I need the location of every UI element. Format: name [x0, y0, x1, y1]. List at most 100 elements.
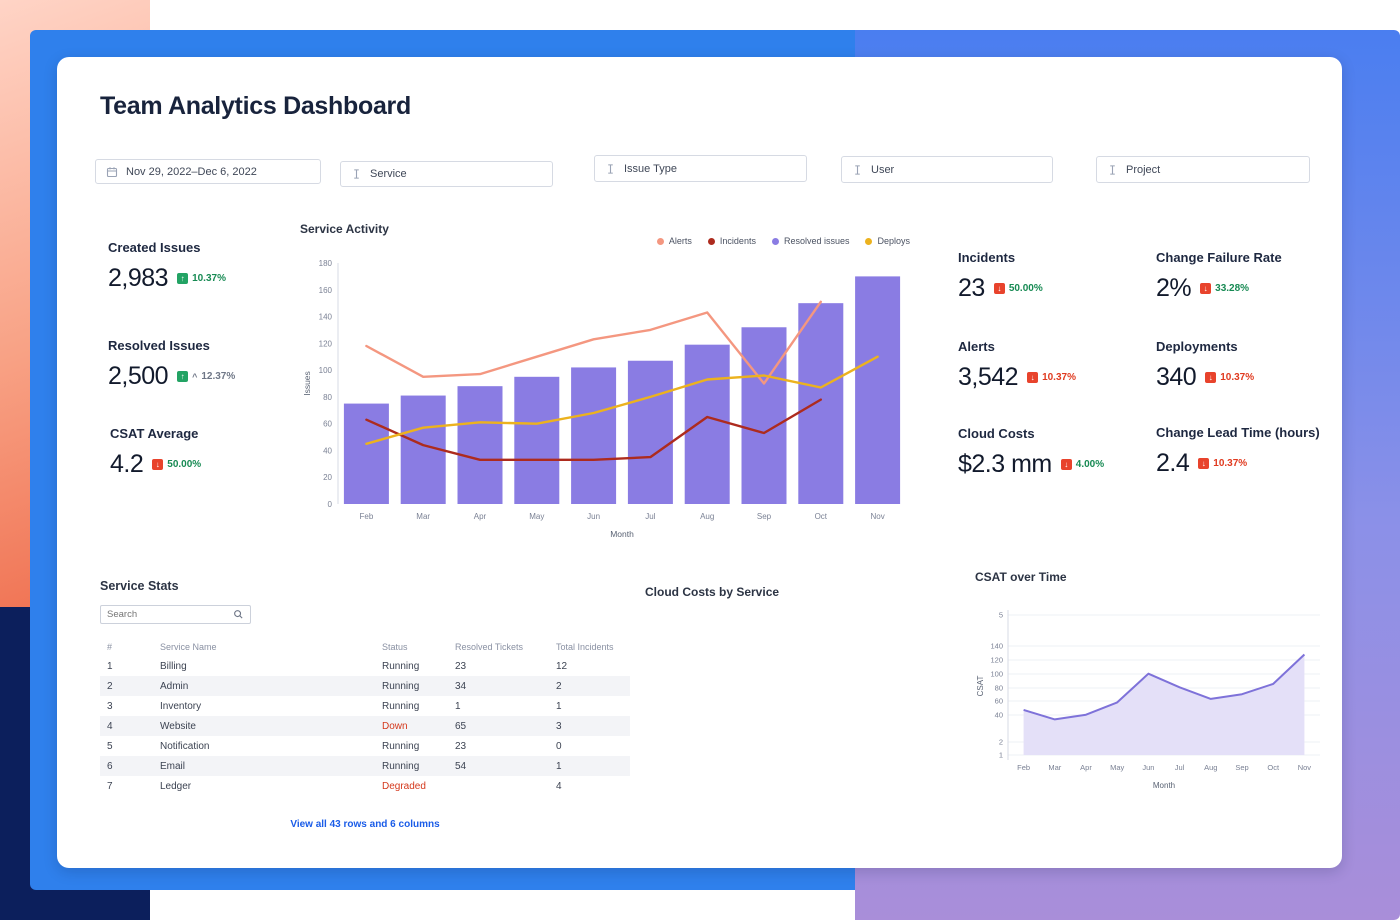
table-cell: 65	[455, 720, 467, 732]
x-tick-label: Sep	[1235, 763, 1248, 772]
kpi-deployments: Deployments 340 ↓ 10.37%	[1156, 339, 1254, 392]
y-tick-label: 120	[319, 339, 333, 348]
y-axis-label: CSAT	[976, 676, 985, 697]
x-tick-label: Jul	[1175, 763, 1185, 772]
kpi-value: 3,542	[958, 363, 1019, 391]
search-icon	[234, 610, 243, 619]
search-input[interactable]	[101, 609, 233, 620]
table-cell: 12	[556, 660, 568, 672]
table-search[interactable]	[100, 605, 251, 624]
filter-icon	[608, 163, 613, 174]
kpi-label: Deployments	[1156, 339, 1238, 354]
y-tick-label: 180	[319, 259, 333, 268]
kpi-value: 23	[958, 274, 985, 302]
kpi-label: Incidents	[958, 250, 1016, 265]
project-filter[interactable]: Project	[1096, 156, 1310, 183]
table-cell: 2	[556, 680, 562, 692]
issue-type-filter-label: Issue Type	[624, 162, 677, 175]
legend-item[interactable]: Deploys	[865, 236, 910, 246]
legend-item[interactable]: Incidents	[707, 236, 756, 246]
user-filter[interactable]: User	[841, 156, 1053, 183]
line-alerts	[365, 300, 822, 385]
table-row[interactable]: 2 Admin Running 34 2	[100, 676, 630, 696]
kpi-delta: 4.00%	[1075, 459, 1105, 470]
table-cell: 1	[556, 760, 562, 772]
x-tick-label: Aug	[1204, 763, 1217, 772]
table-cell: Billing	[160, 660, 187, 672]
kpi-label: Alerts	[958, 339, 995, 354]
table-cell: 23	[455, 660, 467, 672]
column-header: Status	[382, 642, 408, 652]
table-row[interactable]: 7 Ledger Degraded 4	[100, 776, 630, 796]
calendar-icon	[106, 166, 118, 177]
y-tick-label: 60	[323, 420, 332, 429]
legend-label: Deploys	[877, 236, 910, 246]
table-row[interactable]: 1 Billing Running 23 12	[100, 656, 630, 676]
y-tick-label: 100	[319, 366, 333, 375]
line-deploys	[365, 355, 879, 446]
table-cell: 0	[556, 740, 562, 752]
trend-badge: ↓ 10.37%	[1027, 372, 1076, 383]
kpi-delta: 10.37%	[1213, 458, 1248, 469]
view-all-link[interactable]: View all 43 rows and 6 columns	[290, 819, 440, 830]
service-filter[interactable]: Service	[340, 161, 553, 187]
legend-label: Alerts	[668, 236, 692, 246]
trend-down-icon: ↓	[1205, 372, 1217, 383]
kpi-change-failure-rate: Change Failure Rate 2% ↓ 33.28%	[1156, 250, 1282, 303]
table-row[interactable]: 3 Inventory Running 1 1	[100, 696, 630, 716]
kpi-resolved-issues: Resolved Issues 2,500 ↑ ^ 12.37%	[108, 338, 235, 391]
trend-down-icon: ↓	[1200, 283, 1212, 294]
table-cell: 7	[107, 780, 113, 792]
legend-dot-icon	[707, 237, 715, 245]
table-cell: Inventory	[160, 700, 202, 712]
kpi-value: 2,500	[108, 362, 169, 390]
kpi-change-lead-time: Change Lead Time (hours) 2.4 ↓ 10.37%	[1156, 425, 1320, 478]
x-tick-label: Oct	[1267, 763, 1280, 772]
table-cell: Running	[382, 740, 420, 752]
x-tick-label: Mar	[1048, 763, 1061, 772]
kpi-delta: 10.37%	[1042, 372, 1076, 383]
kpi-label: Created Issues	[108, 240, 201, 255]
legend-label: Resolved issues	[783, 236, 850, 246]
trend-badge: ↑ ^ 12.37%	[177, 371, 235, 382]
trend-badge: ↓ 10.37%	[1198, 458, 1247, 469]
trend-badge: ↓ 50.00%	[152, 459, 201, 470]
bar-resolved-issues	[741, 327, 787, 504]
table-cell: 2	[107, 680, 113, 692]
x-axis-label: Month	[1153, 781, 1175, 790]
service-stats-title: Service Stats	[100, 579, 179, 593]
trend-badge: ↓ 50.00%	[993, 283, 1043, 294]
y-tick-label: 5	[999, 611, 1003, 620]
legend-item[interactable]: Resolved issues	[771, 236, 850, 246]
trend-down-icon: ↓	[1060, 459, 1072, 470]
table-cell: 1	[107, 660, 113, 672]
kpi-label: Resolved Issues	[108, 338, 210, 353]
kpi-alerts: Alerts 3,542 ↓ 10.37%	[958, 339, 1076, 392]
table-row[interactable]: 6 Email Running 54 1	[100, 756, 630, 776]
x-tick-label: Aug	[700, 512, 714, 521]
legend-item[interactable]: Alerts	[656, 236, 692, 246]
kpi-value: 2,983	[108, 264, 169, 292]
table-cell: 3	[107, 700, 113, 712]
column-header: Total Incidents	[556, 642, 614, 652]
legend-label: Incidents	[719, 236, 756, 246]
trend-down-icon: ↓	[152, 459, 164, 470]
table-cell: Email	[160, 760, 186, 772]
issue-type-filter[interactable]: Issue Type	[594, 155, 807, 182]
y-tick-label: 40	[323, 446, 332, 455]
bar-resolved-issues	[798, 303, 844, 504]
y-tick-label: 140	[990, 642, 1003, 651]
kpi-delta: 10.37%	[192, 273, 226, 284]
date-range-filter[interactable]: Nov 29, 2022–Dec 6, 2022	[95, 159, 321, 184]
table-row[interactable]: 5 Notification Running 23 0	[100, 736, 630, 756]
table-cell: Notification	[160, 740, 210, 752]
kpi-value: 2%	[1156, 274, 1192, 302]
csat-over-time-chart: 5 140 120 100 80 60 40 2 1 CSAT Feb Mar Apr May Jun Jul…	[976, 610, 1320, 790]
x-tick-label: Apr	[474, 512, 487, 521]
table-cell: 4	[107, 720, 113, 732]
table-cell: Running	[382, 760, 420, 772]
trend-badge: ↓ 10.37%	[1205, 372, 1254, 383]
x-tick-label: May	[529, 512, 544, 521]
table-row[interactable]: 4 Website Down 65 3	[100, 716, 630, 736]
